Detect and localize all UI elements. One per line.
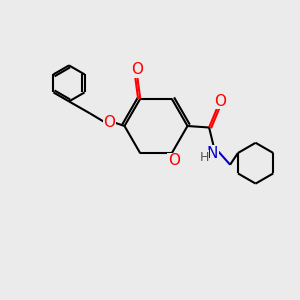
Text: N: N — [206, 146, 218, 160]
Text: O: O — [214, 94, 226, 109]
Text: O: O — [103, 115, 116, 130]
Text: O: O — [131, 62, 143, 77]
Text: O: O — [168, 153, 180, 168]
Text: H: H — [199, 151, 209, 164]
